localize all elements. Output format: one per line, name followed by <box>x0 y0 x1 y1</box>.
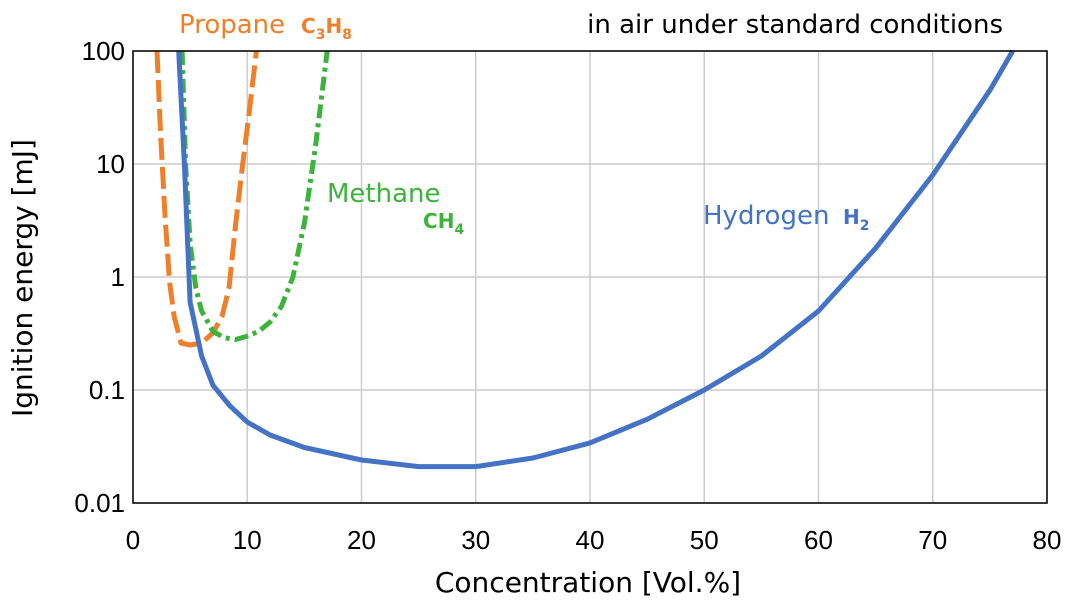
y-tick-label: 0.01 <box>74 488 125 518</box>
x-tick-label: 30 <box>461 525 490 555</box>
methane-line <box>179 50 330 342</box>
plot-frame <box>132 50 1048 504</box>
y-tick-label: 100 <box>82 36 125 66</box>
hydrogen-label-formula: H2 <box>843 205 870 234</box>
propane-line <box>154 50 259 348</box>
hydrogen-label-name: Hydrogen <box>703 201 829 231</box>
tick-labels: 0 10 20 30 40 50 60 70 80 0.01 0.1 1 10 100 <box>74 36 1061 555</box>
x-tick-label: 70 <box>918 525 947 555</box>
y-tick-label: 10 <box>96 149 125 179</box>
x-tick-label: 50 <box>690 525 719 555</box>
methane-label-formula: CH4 <box>423 209 464 238</box>
hydrogen-series-label: Hydrogen H2 <box>703 201 870 234</box>
x-tick-label: 60 <box>804 525 833 555</box>
x-tick-label: 0 <box>126 525 140 555</box>
x-tick-label: 80 <box>1033 525 1062 555</box>
hydrogen-line <box>176 49 1015 470</box>
y-axis-title: Ignition energy [mJ] <box>6 139 39 417</box>
x-tick-label: 10 <box>233 525 262 555</box>
y-tick-label: 1 <box>111 262 125 292</box>
x-tick-label: 20 <box>347 525 376 555</box>
propane-series-label: Propane C3H8 <box>179 10 352 43</box>
methane-label-name: Methane <box>327 179 441 209</box>
propane-label-name: Propane <box>179 10 285 40</box>
series-lines <box>154 49 1015 470</box>
methane-series-label: Methane CH4 <box>327 179 464 238</box>
x-tick-label: 40 <box>576 525 605 555</box>
y-tick-label: 0.1 <box>89 375 125 405</box>
x-axis-title: Concentration [Vol.%] <box>435 566 741 599</box>
chart-title: in air under standard conditions <box>587 10 1003 40</box>
propane-label-formula: C3H8 <box>301 14 352 43</box>
